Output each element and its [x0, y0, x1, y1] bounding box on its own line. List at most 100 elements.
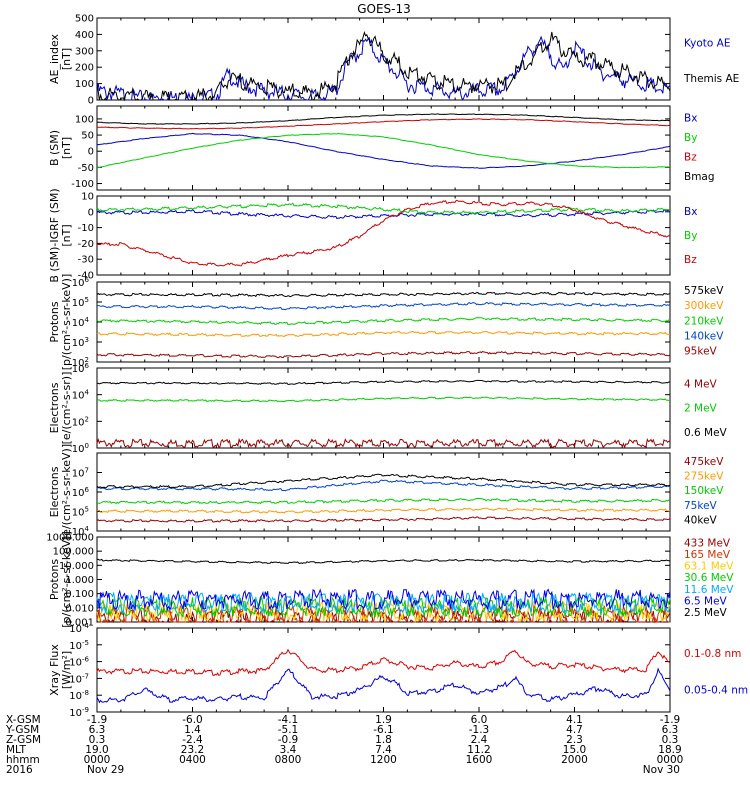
- ephem-cell: 0.3: [89, 734, 106, 746]
- ephem-row-label: 2016: [6, 764, 33, 776]
- y-tick-label: 107: [72, 467, 89, 480]
- y-axis-unit: [p/(cm²-s-sr-keV)]: [60, 274, 73, 371]
- legend-entry: Bz: [684, 254, 697, 266]
- legend-entry: 63.1 MeV: [684, 561, 734, 573]
- legend-entry: 300keV: [684, 300, 724, 312]
- y-tick-label: 104: [72, 389, 90, 402]
- legend-entry: Kyoto AE: [684, 38, 730, 50]
- series-line-30-6-MeV: [97, 596, 671, 619]
- panel-1: 500 400 300 200 100 0 AE_index [nT] Kyoto AE Them…: [48, 14, 739, 107]
- y-tick-label: 100.000: [53, 547, 94, 558]
- series-line-40keV: [96, 473, 671, 489]
- ephem-cell: 15.0: [563, 744, 586, 756]
- ephem-cell: 2.4: [471, 734, 488, 746]
- series-line-150keV: [96, 497, 671, 505]
- y-tick-label: 106: [72, 486, 90, 499]
- y-axis-unit: [e/(cm²-s-sr-keV)]: [60, 444, 73, 540]
- ephem-cell: 19.0: [85, 744, 108, 756]
- ephem-cell: 0000: [84, 754, 111, 766]
- series-line-2-5-MeV: [96, 558, 671, 565]
- legend-entry: 433 MeV: [684, 537, 731, 549]
- series-line-140keV: [97, 301, 671, 311]
- series-line-11-6-MeV: [96, 591, 671, 615]
- y-tick-label: 1000.000: [46, 533, 94, 544]
- series-line-2-MeV: [96, 396, 671, 403]
- panel-5: 106 104 102 100 Electrons [e/(cm²-s-sr)] 4 MeV…: [48, 362, 728, 455]
- y-tick-label: 1.000: [65, 575, 94, 586]
- series-line-575keV: [96, 291, 671, 298]
- series-line-Bx: [96, 209, 671, 220]
- y-tick-label: 100: [75, 114, 94, 125]
- ephem-cell: 11.2: [467, 744, 490, 756]
- series-line-475keV: [96, 516, 671, 523]
- ephem-cell: -2.4: [182, 734, 203, 746]
- legend-entry: 75keV: [684, 500, 718, 512]
- series-line-0-05-0-4-nm: [96, 667, 671, 704]
- series-line-0-6-MeV: [96, 379, 671, 385]
- y-tick-label: 500: [75, 14, 94, 25]
- y-axis-unit: [p/(cm²-s-sr-keV)]: [60, 531, 73, 628]
- series-line-Bx: [96, 132, 671, 169]
- legend-entry: 575keV: [684, 285, 724, 297]
- panel-3: 10 0 -10 -20 -30 -40 B (SM)-IGRF (SM) [nT] Bx By B…: [48, 188, 697, 282]
- ephem-cell: -6.0: [182, 714, 203, 726]
- y-tick-label: 300: [75, 46, 94, 57]
- y-axis-label: Electrons: [48, 466, 61, 517]
- legend-entry: Bz: [684, 152, 697, 164]
- ephem-row-label: MLT: [6, 744, 26, 756]
- y-tick-label: 100: [72, 442, 89, 455]
- y-tick-label: -100: [71, 179, 94, 190]
- y-tick-label: -50: [78, 163, 94, 174]
- y-tick-exponent: 6: [85, 362, 90, 370]
- y-tick-exponent: 2: [85, 356, 89, 364]
- legend-entry: 210keV: [684, 315, 724, 327]
- ephem-cell: 0800: [275, 754, 302, 766]
- series-line-Kyoto-AE: [96, 35, 671, 102]
- y-tick-exponent: 4: [85, 316, 90, 324]
- legend-entry: 0.05-0.4 nm: [684, 685, 748, 697]
- ephem-cell: 2000: [561, 754, 588, 766]
- panel-2: 100 50 0 -50 -100 B (SM) [nT] Bx By Bz Bmag: [48, 105, 715, 191]
- y-tick-label: 0: [88, 147, 94, 158]
- ephem-cell: 18.9: [658, 744, 681, 756]
- ephem-cell: 1.9: [375, 714, 392, 726]
- y-tick-label: 105: [72, 506, 89, 519]
- ephem-cell: 0400: [179, 754, 206, 766]
- ephem-cell: 1600: [466, 754, 493, 766]
- y-tick-label: 103: [72, 336, 89, 349]
- y-axis-label: B (SM)-IGRF (SM): [48, 188, 61, 282]
- ephem-cell: 4.1: [566, 714, 583, 726]
- legend-entry: 11.6 MeV: [684, 584, 734, 596]
- series-line-433-MeV: [96, 608, 671, 624]
- legend-entry: Bmag: [684, 171, 715, 183]
- legend-entry: By: [684, 132, 697, 144]
- y-axis-unit: [nT]: [60, 137, 73, 159]
- ephem-cell: 0.3: [662, 734, 679, 746]
- ephem-row-label: Y-GSM: [5, 724, 39, 736]
- y-tick-exponent: 7: [85, 467, 89, 475]
- y-tick-label: 10-4: [69, 622, 89, 635]
- y-tick-label: 10-8: [69, 689, 89, 702]
- y-tick-label: 104: [72, 316, 90, 329]
- legend-entry: 475keV: [684, 456, 724, 468]
- ephem-cell: -6.1: [373, 724, 394, 736]
- y-tick-exponent: -7: [82, 672, 89, 680]
- legend-entry: 6.5 MeV: [684, 596, 728, 608]
- legend-entry: 95keV: [684, 345, 718, 357]
- y-tick-exponent: -6: [82, 656, 90, 664]
- legend-entry: By: [684, 230, 697, 242]
- legend-entry: 140keV: [684, 330, 724, 342]
- legend-entry: Bx: [684, 113, 697, 125]
- y-tick-exponent: -9: [82, 706, 89, 714]
- y-axis-unit: [e/(cm²-s-sr)]: [60, 372, 73, 445]
- ephem-cell: 6.3: [89, 724, 106, 736]
- y-tick-exponent: 6: [85, 276, 90, 284]
- ephem-cell: Nov 29: [87, 764, 124, 776]
- y-tick-label: 400: [75, 30, 94, 41]
- y-tick-exponent: -8: [82, 689, 89, 697]
- y-axis-label: Protons: [48, 559, 61, 600]
- y-tick-label: 10: [81, 192, 94, 203]
